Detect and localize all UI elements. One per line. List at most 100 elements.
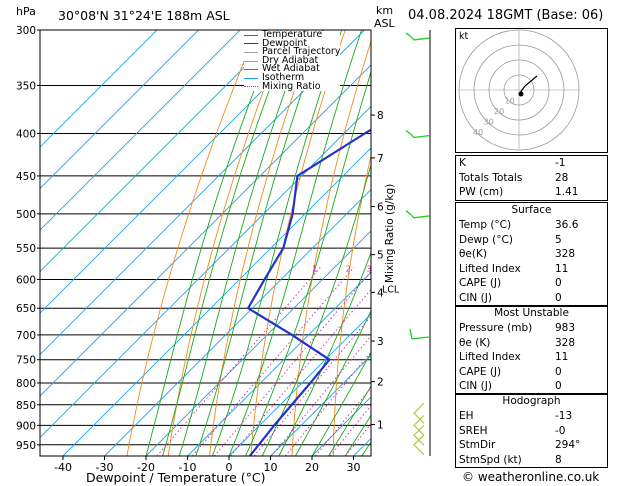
legend-swatch — [244, 43, 258, 45]
row-value: 0 — [555, 277, 562, 290]
row-label: CIN (J) — [459, 380, 492, 393]
legend-label: Parcel Trajectory — [262, 46, 341, 58]
pressure-tick-label: 550 — [16, 243, 36, 255]
dry-adiabat-line — [209, 30, 317, 456]
wind-barb — [413, 414, 425, 436]
mixing-ratio-line — [213, 270, 371, 456]
wind-barb — [405, 32, 431, 41]
legend-swatch — [244, 77, 258, 79]
row-value: 294° — [555, 439, 581, 452]
row-label: StmDir — [459, 439, 496, 452]
temperature-tick-label: -10 — [179, 461, 197, 474]
isotherm-line — [40, 30, 282, 273]
hodograph-ring-label: 30 — [484, 118, 494, 127]
legend-item: Isotherm — [244, 73, 340, 83]
row-value: -13 — [555, 410, 573, 422]
isotherm-line — [270, 354, 371, 456]
x-axis-title: Dewpoint / Temperature (°C) — [86, 470, 266, 485]
legend-item: Mixing Ratio — [244, 82, 340, 92]
legend-item: Wet Adiabat — [244, 64, 340, 74]
wet-adiabat-line — [328, 385, 371, 456]
pressure-tick-label: 350 — [16, 80, 36, 92]
legend-item: Temperature — [244, 29, 340, 40]
isotherm-line — [40, 30, 241, 231]
axes: 3003504004505005506006507007508008509009… — [16, 25, 400, 474]
pressure-tick-label: 700 — [16, 330, 36, 342]
pressure-tick-label: 950 — [16, 440, 36, 452]
temperature-tick-label: -20 — [137, 461, 155, 474]
isotherm-line — [145, 230, 371, 456]
dry-adiabat-line — [126, 30, 258, 456]
row-label: θe(K) — [459, 248, 487, 261]
table-row: Temp (°C) 36.6 — [456, 218, 607, 233]
most-unstable-title: Most Unstable — [494, 307, 569, 319]
hodograph-ring-label: 20 — [494, 107, 504, 116]
series-dewpoint — [247, 128, 371, 456]
mixing-ratio-line — [284, 351, 371, 456]
wind-barb — [405, 130, 431, 139]
isotherm-line — [62, 147, 371, 456]
mixing-ratio-line — [315, 387, 371, 456]
surface-title: Surface — [511, 204, 552, 216]
temperature-tick-label: 10 — [264, 461, 278, 474]
row-label: Dewp (°C) — [459, 233, 513, 246]
row-value: 1.41 — [555, 186, 579, 199]
background-lines — [40, 30, 371, 456]
temperature-tick-label: 0 — [226, 461, 233, 474]
isotherm-line — [40, 64, 371, 397]
legend-item: Dry Adiabat — [244, 56, 340, 66]
pressure-tick-label: 850 — [16, 400, 36, 412]
legend-swatch — [244, 34, 258, 36]
profile-lines: 1 2 3 4 6 8 10 16 20 25 — [247, 128, 409, 456]
table-row: Dewp (°C) 5 — [456, 233, 607, 248]
temperature-tick-label: -30 — [96, 461, 114, 474]
wet-adiabat-line — [211, 30, 343, 456]
mixing-ratio-label: 2 — [346, 264, 351, 273]
row-label: θe (K) — [459, 336, 491, 349]
hodograph-ring-label: 40 — [473, 128, 483, 137]
row-value: 328 — [555, 248, 576, 261]
temperature-tick-label: -40 — [54, 461, 72, 474]
isotherm-line — [40, 30, 199, 190]
legend-label: Temperature — [262, 29, 323, 40]
mixing-ratio-axis-label: Mixing Ratio (g/kg) — [384, 183, 396, 283]
dry-adiabat-line — [167, 30, 287, 456]
table-row: EH -13 — [456, 409, 607, 424]
row-label: CAPE (J) — [459, 365, 502, 378]
legend-label: Dewpoint — [262, 37, 308, 49]
legend-item: Dewpoint — [244, 37, 340, 49]
pressure-tick-label: 650 — [16, 303, 36, 315]
table-row: CIN (J) 0 — [456, 379, 607, 394]
km-tick-label: 5 — [377, 250, 384, 262]
pressure-tick-label: 450 — [16, 171, 36, 183]
km-tick-label: 3 — [377, 336, 384, 348]
mixing-ratio-line — [329, 404, 371, 456]
row-value: 0 — [555, 365, 562, 378]
pressure-tick-label: 750 — [16, 355, 36, 367]
km-tick-label: 7 — [377, 153, 384, 165]
mixing-ratio-line — [230, 288, 371, 456]
table-row: θe (K) 328 — [456, 336, 607, 351]
wet-adiabat-line — [145, 30, 279, 456]
wet-adiabat-line — [162, 30, 293, 456]
legend: Temperature Dewpoint Parcel Trajectory Dry … — [244, 29, 341, 92]
row-value: 11 — [555, 351, 569, 364]
hodograph-params-table: Hodograph EH -13 SREH -0 StmDir 294° StmSpd (k… — [455, 393, 608, 469]
table-row: Lifted Index 11 — [456, 350, 607, 365]
wind-barb — [405, 210, 431, 219]
wet-adiabat-line — [311, 351, 371, 456]
legend-swatch — [244, 69, 258, 71]
mixing-ratio-label: 6 — [404, 264, 409, 273]
row-value: 8 — [555, 453, 562, 466]
wet-adiabat-line — [245, 70, 371, 456]
row-label: Temp (°C) — [459, 219, 512, 231]
row-value: 36.6 — [555, 219, 579, 231]
table-row: Pressure (mb) 983 — [456, 321, 607, 336]
indices-table: K -1 Totals Totals 28 PW (cm) 1.41 — [455, 155, 608, 201]
pressure-tick-label: 400 — [16, 129, 36, 141]
table-row: CIN (J) 0 — [456, 291, 607, 306]
row-label: CAPE (J) — [459, 277, 502, 290]
pressure-tick-label: 500 — [16, 209, 36, 221]
row-label: Lifted Index — [459, 262, 521, 275]
